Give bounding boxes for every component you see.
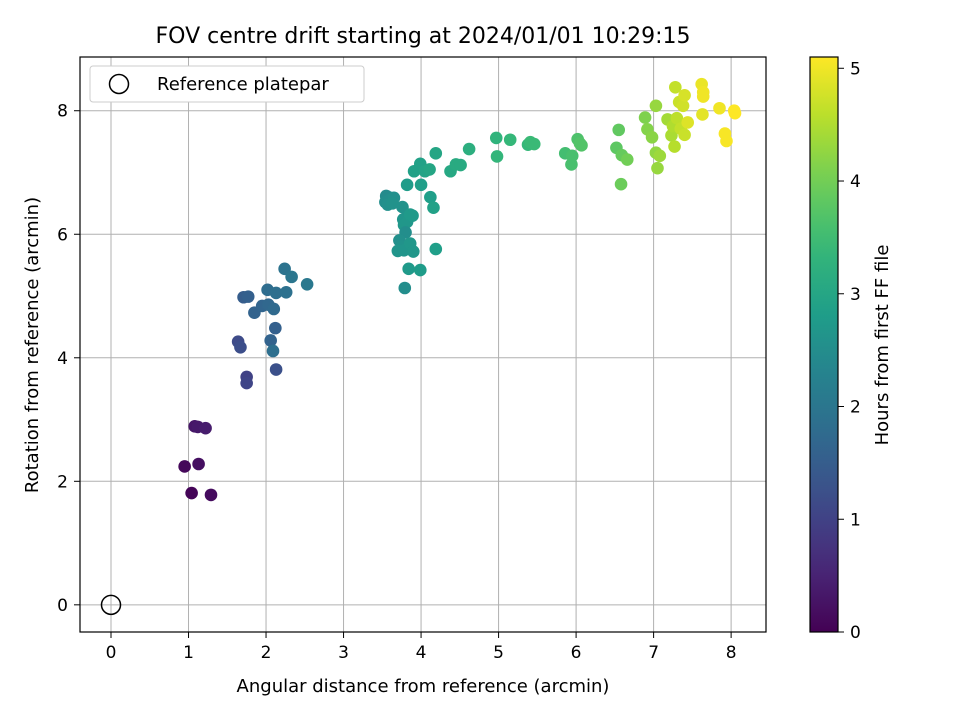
x-tick-label: 4	[416, 643, 427, 663]
scatter-point	[612, 123, 626, 137]
scatter-point	[713, 101, 726, 115]
scatter-point	[427, 201, 440, 214]
y-tick-label: 0	[57, 596, 68, 616]
scatter-point	[565, 149, 579, 163]
scatter-point	[645, 130, 659, 144]
scatter-point	[462, 142, 476, 156]
scatter-point	[279, 286, 293, 299]
scatter-point	[178, 460, 191, 473]
scatter-point	[490, 150, 504, 163]
scatter-point	[614, 177, 628, 191]
y-axis-label: Rotation from reference (arcmin)	[22, 197, 43, 493]
scatter-point	[638, 111, 652, 124]
x-tick-label: 1	[183, 643, 194, 663]
scatter-point	[398, 281, 412, 295]
scatter-point	[386, 197, 399, 210]
scatter-point	[454, 158, 467, 172]
x-tick-label: 8	[726, 643, 737, 663]
x-tick-label: 3	[338, 643, 349, 663]
scatter-point	[234, 340, 247, 354]
scatter-point	[423, 163, 436, 176]
scatter-point	[269, 321, 282, 335]
scatter-point	[185, 486, 198, 500]
scatter-point	[285, 270, 298, 284]
y-tick-label: 6	[57, 225, 68, 245]
scatter-point	[649, 99, 663, 113]
scatter-point	[240, 376, 253, 390]
scatter-point	[192, 457, 205, 471]
x-tick-label: 2	[261, 643, 272, 663]
colorbar-frame	[809, 56, 839, 633]
scatter-point	[668, 140, 681, 153]
scatter-point	[669, 80, 682, 94]
scatter-point	[241, 290, 255, 303]
scatter-point	[406, 209, 419, 223]
scatter-point	[264, 334, 277, 347]
colorbar-fill	[810, 57, 838, 632]
y-tick-label: 4	[57, 349, 68, 369]
scatter-point	[678, 88, 691, 102]
colorbar-tick-label: 4	[850, 172, 861, 192]
plot-frame	[79, 56, 767, 633]
scatter-point	[653, 149, 667, 163]
scatter-point	[300, 277, 314, 291]
colorbar-label: Hours from first FF file	[872, 245, 893, 446]
scatter-point	[269, 363, 283, 376]
colorbar-ticks: 0 1 2 3 4 5	[838, 59, 861, 643]
scatter-point	[414, 178, 428, 192]
colorbar-tick-label: 2	[850, 398, 861, 418]
scatter-point	[696, 90, 710, 103]
colorbar-tick-label: 1	[850, 510, 861, 530]
scatter-point	[728, 106, 742, 120]
scatter-point	[503, 133, 517, 147]
scatter-point	[676, 99, 690, 113]
x-tick-label: 7	[648, 643, 659, 663]
scatter-point	[199, 421, 212, 435]
axes-layer: 0 1 2 3 4 5 6 7 8 0 2 4 6 8	[57, 102, 736, 663]
x-tick-label: 6	[571, 643, 582, 663]
scatter-point	[400, 178, 414, 192]
scatter-point	[696, 108, 709, 121]
colorbar-tick-label: 5	[850, 59, 861, 79]
legend-marker-icon	[108, 73, 130, 95]
scatter-point	[620, 153, 634, 166]
scatter-point	[204, 488, 218, 502]
y-tick-label: 8	[57, 102, 68, 122]
scatter-point	[665, 129, 678, 142]
points-layer	[100, 77, 742, 616]
scatter-point	[678, 128, 691, 142]
scatter-point	[402, 262, 415, 276]
scatter-point	[424, 190, 437, 204]
x-tick-label: 0	[106, 643, 117, 663]
y-tick-label: 2	[57, 472, 68, 492]
scatter-point	[269, 286, 283, 300]
scatter-point	[489, 131, 503, 145]
x-tick-label: 5	[493, 643, 504, 663]
scatter-point	[670, 111, 684, 125]
colorbar: 0 1 2 3 4 5 Hours from first FF file	[809, 56, 893, 643]
scatter-point	[720, 134, 733, 148]
scatter-point	[267, 302, 281, 316]
chart-title: FOV centre drift starting at 2024/01/01 …	[156, 24, 691, 49]
reference-platepar-marker	[100, 594, 122, 616]
x-axis-label: Angular distance from reference (arcmin)	[237, 676, 610, 697]
legend-entry-label: Reference platepar	[157, 74, 329, 95]
scatter-point	[651, 161, 664, 175]
legend-box	[89, 65, 365, 103]
colorbar-tick-label: 0	[850, 623, 861, 643]
scatter-point	[681, 116, 695, 129]
scatter-point	[413, 263, 427, 277]
scatter-point	[407, 245, 420, 258]
legend: Reference platepar	[89, 65, 365, 103]
colorbar-tick-label: 3	[850, 285, 861, 305]
scatter-point	[429, 242, 443, 256]
scatter-point	[266, 344, 280, 358]
scatter-point	[527, 137, 541, 151]
scatter-point	[575, 139, 588, 152]
scatter-point	[429, 147, 443, 160]
